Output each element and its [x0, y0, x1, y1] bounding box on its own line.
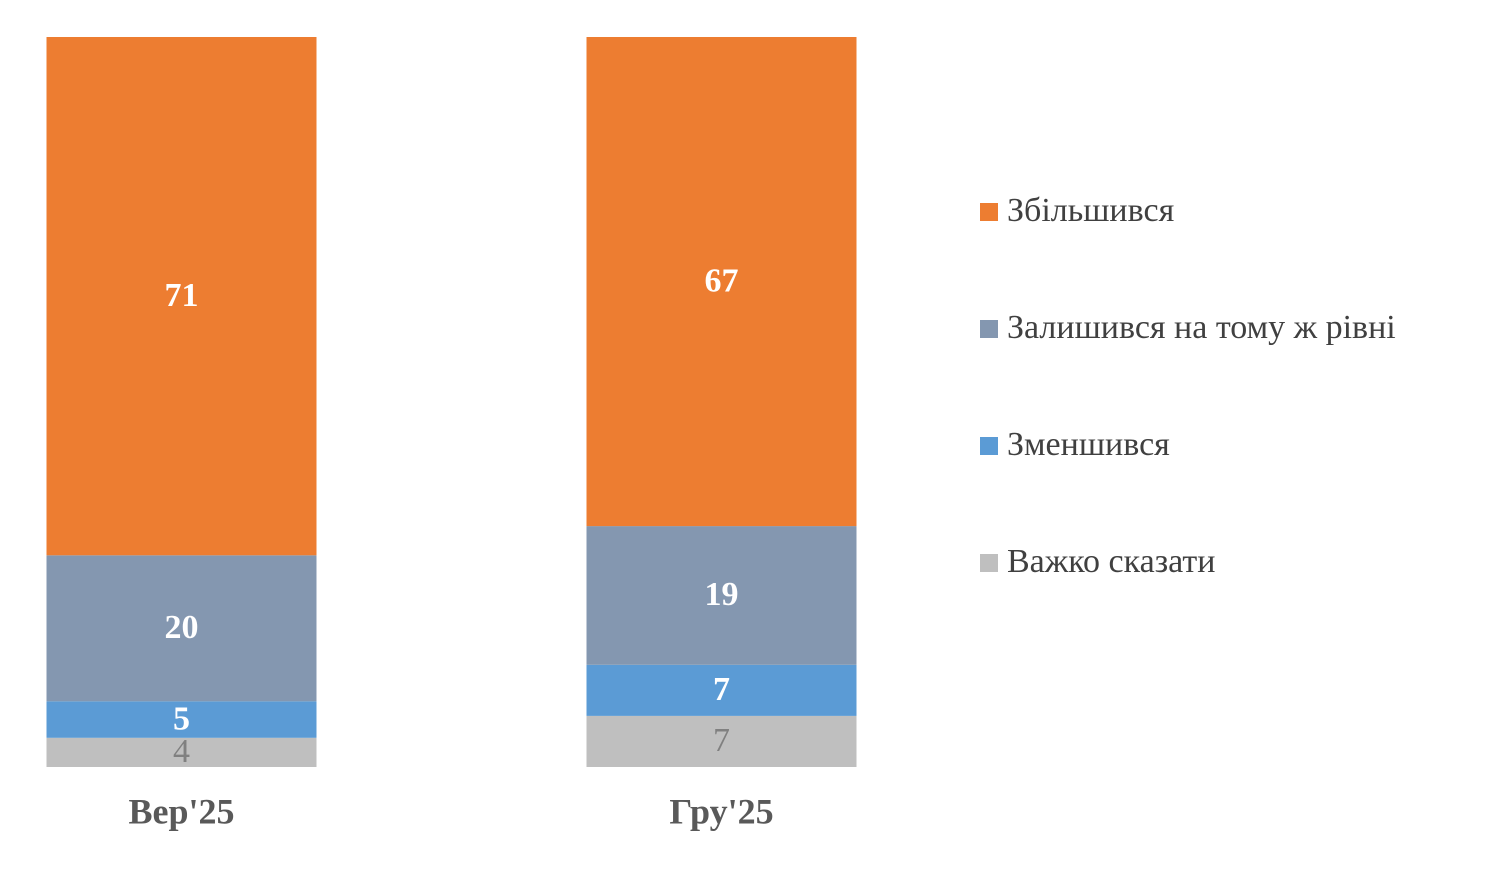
data-label: 71 — [165, 277, 199, 314]
x-tick-label: Вер'25 — [128, 791, 234, 831]
bar-segment — [46, 555, 317, 702]
legend-label: Збільшився — [1007, 192, 1175, 229]
data-label: 5 — [173, 700, 190, 737]
data-label: 67 — [705, 262, 739, 299]
bar-segment — [586, 37, 857, 527]
data-label: 7 — [713, 671, 730, 708]
legend-swatch — [980, 203, 998, 221]
bar-segment — [46, 701, 317, 738]
data-label: 4 — [173, 733, 190, 770]
legend-swatch — [980, 320, 998, 338]
bar-segment — [586, 526, 857, 665]
bar-segment — [46, 37, 317, 556]
legend-swatch — [980, 437, 998, 455]
legend-swatch — [980, 554, 998, 572]
bar-segment — [46, 737, 317, 767]
data-label: 20 — [165, 609, 199, 646]
data-label: 7 — [713, 722, 730, 759]
bar-segment — [586, 664, 857, 716]
legend-label: Зменшився — [1007, 426, 1170, 463]
legend-label: Важко сказати — [1007, 543, 1215, 580]
legend-label: Залишився на тому ж рівні — [1007, 309, 1396, 346]
bar-segment — [586, 715, 857, 767]
x-tick-label: Гру'25 — [669, 791, 773, 831]
data-label: 19 — [705, 576, 739, 613]
